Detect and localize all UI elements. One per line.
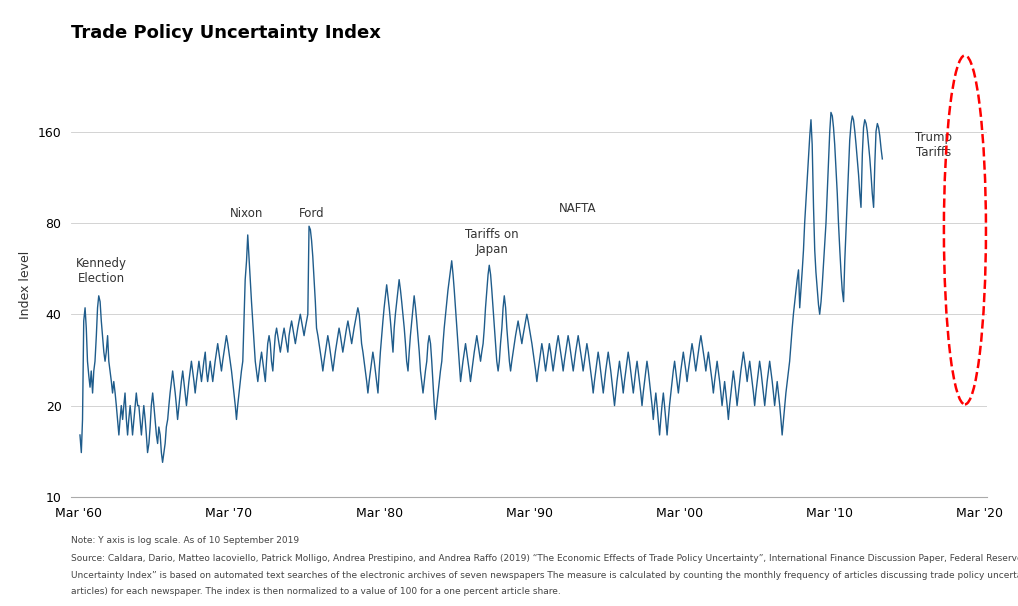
Text: articles) for each newspaper. The index is then normalized to a value of 100 for: articles) for each newspaper. The index … xyxy=(71,587,561,596)
Text: Tariffs on
Japan: Tariffs on Japan xyxy=(465,228,518,256)
Text: Trump
Tariffs: Trump Tariffs xyxy=(915,131,952,159)
Text: Note: Y axis is log scale. As of 10 September 2019: Note: Y axis is log scale. As of 10 Sept… xyxy=(71,536,299,545)
Text: Uncertainty Index” is based on automated text searches of the electronic archive: Uncertainty Index” is based on automated… xyxy=(71,571,1018,580)
Text: Kennedy
Election: Kennedy Election xyxy=(75,257,127,285)
Text: NAFTA: NAFTA xyxy=(559,202,597,215)
Text: Trade Policy Uncertainty Index: Trade Policy Uncertainty Index xyxy=(71,24,381,42)
Text: Source: Caldara, Dario, Matteo Iacoviello, Patrick Molligo, Andrea Prestipino, a: Source: Caldara, Dario, Matteo Iacoviell… xyxy=(71,554,1018,564)
Text: Ford: Ford xyxy=(298,207,325,219)
Y-axis label: Index level: Index level xyxy=(19,251,33,319)
Text: Nixon: Nixon xyxy=(230,207,264,219)
